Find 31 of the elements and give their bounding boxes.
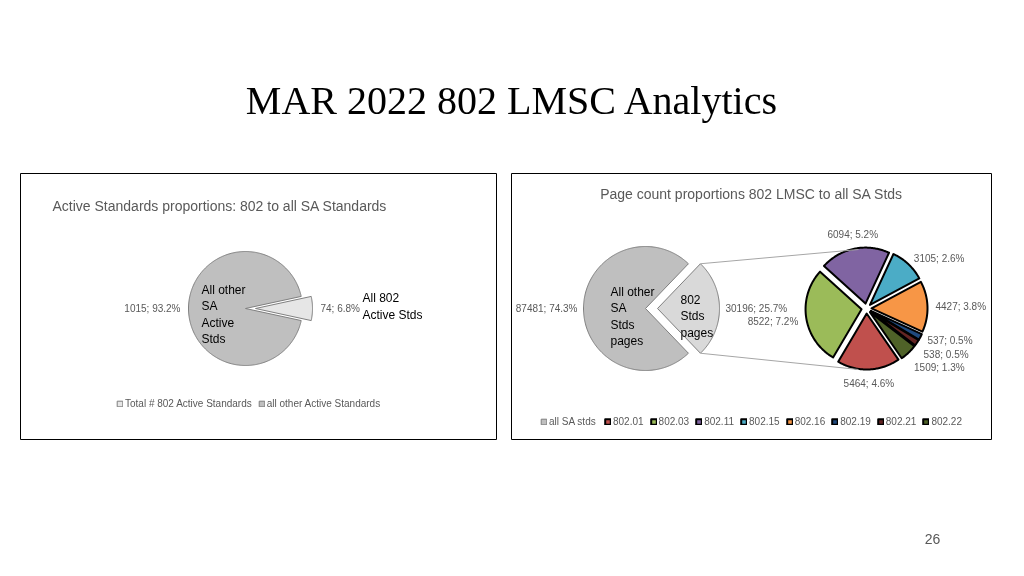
data-label: 74; 6.8% — [320, 303, 361, 314]
legend-label: 802.15 — [749, 416, 780, 427]
data-label: 87481; 74.3% — [515, 303, 578, 314]
data-label: 30196; 25.7% — [725, 303, 788, 314]
data-label: 8522; 7.2% — [747, 316, 799, 328]
legend-label: 802.03 — [658, 416, 690, 427]
chart-title: Active Standards proportions: 802 to all SA Standards — [52, 197, 387, 214]
text: All other SA Active Stds — [201, 283, 246, 346]
data-label: 4427; 3.8% — [935, 300, 987, 312]
chart-title: Page count proportions 802 LMSC to all SA Stds — [600, 185, 903, 202]
legend-label: all other Active Standards — [266, 398, 381, 409]
text: MAR 2022 802 LMSC Analytics — [245, 78, 777, 123]
legend-label: 802.19 — [840, 416, 871, 427]
legend-label: 802.11 — [704, 416, 735, 427]
text: All 802 Active Stds — [362, 291, 423, 322]
data-label: 6094; 5.2% — [827, 229, 879, 241]
legend-label: Total # 802 Active Standards — [125, 398, 252, 409]
data-label: 5464; 4.6% — [843, 377, 895, 389]
data-label: 538; 0.5% — [923, 348, 969, 360]
data-label: 1015; 93.2% — [124, 303, 181, 314]
text: 26 — [924, 530, 941, 547]
data-label: 3105; 2.6% — [913, 252, 965, 264]
legend-label: 802.16 — [794, 416, 826, 427]
legend-label: 802.21 — [885, 416, 917, 427]
legend-label: 802.01 — [613, 416, 644, 427]
data-label: 1509; 1.3% — [914, 362, 965, 373]
legend-label: all SA stds — [549, 416, 596, 427]
legend-label: 802.22 — [931, 416, 962, 427]
data-label: 537; 0.5% — [927, 335, 973, 347]
text: All other SA Stds pages — [610, 285, 655, 348]
text: 802 Stds pages — [680, 293, 714, 340]
